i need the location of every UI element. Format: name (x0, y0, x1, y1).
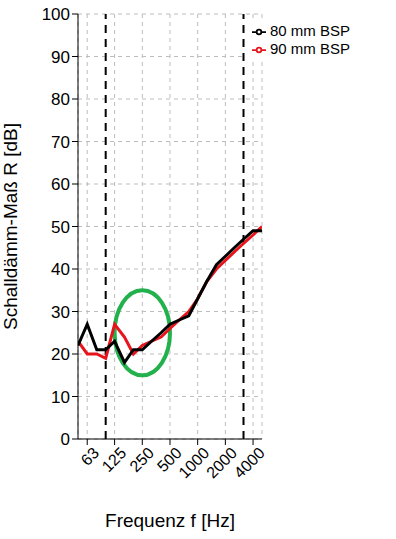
svg-text:63: 63 (77, 444, 102, 469)
svg-text:1000: 1000 (175, 444, 212, 481)
svg-text:10: 10 (51, 388, 70, 407)
html-text:90 mm BSP: 90 mm BSP (270, 40, 350, 57)
svg-text:70: 70 (51, 133, 70, 152)
svg-text:Frequenz f [Hz]: Frequenz f [Hz] (105, 510, 235, 531)
svg-text:125: 125 (99, 444, 130, 475)
svg-text:2000: 2000 (203, 444, 240, 481)
svg-text:30: 30 (51, 303, 70, 322)
svg-text:90: 90 (51, 48, 70, 67)
svg-text:20: 20 (51, 345, 70, 364)
svg-text:100: 100 (42, 5, 70, 24)
svg-text:60: 60 (51, 175, 70, 194)
svg-text:250: 250 (126, 444, 157, 475)
svg-text:80: 80 (51, 90, 70, 109)
svg-text:50: 50 (51, 218, 70, 237)
svg-text:40: 40 (51, 260, 70, 279)
svg-text:Schalldämm-Maß R [dB]: Schalldämm-Maß R [dB] (0, 123, 21, 330)
svg-text:4000: 4000 (231, 444, 268, 481)
svg-text:0: 0 (61, 430, 70, 449)
svg-text:500: 500 (153, 444, 185, 476)
html-text:80 mm BSP: 80 mm BSP (270, 22, 350, 39)
